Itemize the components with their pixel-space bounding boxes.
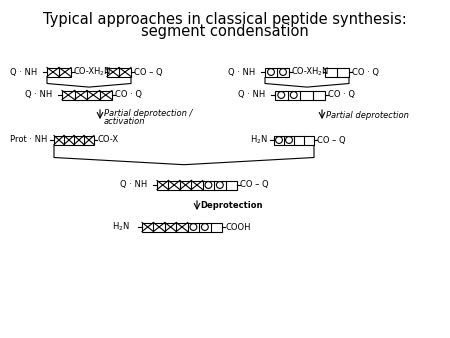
Text: CO – Q: CO – Q <box>317 136 346 145</box>
Text: COOH: COOH <box>225 222 251 232</box>
Text: Partial deprotection /: Partial deprotection / <box>104 110 193 119</box>
Text: CO-X: CO-X <box>97 136 118 145</box>
Text: Q · NH: Q · NH <box>120 180 147 190</box>
Text: CO · Q: CO · Q <box>328 91 355 99</box>
Text: CO-X: CO-X <box>74 68 95 76</box>
Text: CO · Q: CO · Q <box>115 91 142 99</box>
Bar <box>265 68 289 76</box>
Text: H$_2$N: H$_2$N <box>93 66 111 78</box>
Text: Q · NH: Q · NH <box>228 68 255 76</box>
Text: Partial deprotection: Partial deprotection <box>326 111 409 120</box>
Bar <box>157 180 237 190</box>
Text: Typical approaches in classical peptide synthesis:: Typical approaches in classical peptide … <box>43 12 407 27</box>
Text: Q · NH: Q · NH <box>25 91 52 99</box>
Text: Deprotection: Deprotection <box>200 201 262 210</box>
Bar <box>142 222 222 232</box>
Text: H$_2$N: H$_2$N <box>112 221 130 233</box>
Bar <box>54 136 94 145</box>
Text: CO – Q: CO – Q <box>240 180 269 190</box>
Text: activation: activation <box>104 118 145 126</box>
Text: segment condensation: segment condensation <box>141 24 309 39</box>
Bar <box>274 136 314 145</box>
Text: CO-X: CO-X <box>292 68 313 76</box>
Text: CO · Q: CO · Q <box>352 68 379 76</box>
Bar <box>47 68 71 76</box>
Text: CO – Q: CO – Q <box>134 68 162 76</box>
Text: H$_2$N: H$_2$N <box>250 134 268 146</box>
Text: Prot · NH: Prot · NH <box>10 136 47 145</box>
Bar <box>62 91 112 99</box>
Bar <box>325 68 349 76</box>
Text: H$_2$N: H$_2$N <box>311 66 329 78</box>
Text: Q · NH: Q · NH <box>10 68 37 76</box>
Bar <box>107 68 131 76</box>
Text: Q · NH: Q · NH <box>238 91 265 99</box>
Bar <box>275 91 325 99</box>
